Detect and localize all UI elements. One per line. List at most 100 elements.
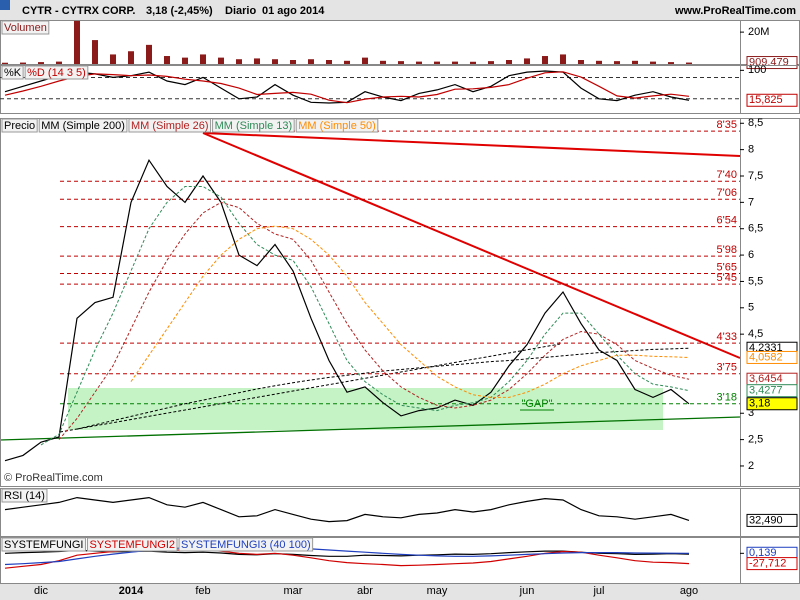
level-label: 7'06: [717, 187, 737, 199]
value-box: [746, 93, 798, 107]
level-label: 5'45: [717, 272, 737, 284]
volume-bar: [56, 61, 62, 64]
series-line: [130, 225, 690, 398]
trend-line: [202, 132, 741, 359]
volume-bar: [146, 44, 152, 64]
x-tick-label: 2014: [119, 585, 144, 597]
value-box: [746, 557, 798, 571]
trend-line: [202, 132, 741, 157]
legend-label: MM (Simple 50): [298, 120, 376, 132]
y-tick-label: 6,5: [748, 223, 763, 235]
level-label: 7'40: [717, 169, 737, 181]
level-label: 5'65: [717, 261, 737, 273]
series-line: [4, 158, 690, 462]
series-line: [4, 71, 690, 104]
legend-box: [38, 118, 128, 133]
level-label: 6'54: [717, 215, 737, 227]
y-tick-label: 20M: [748, 26, 769, 38]
copyright: © ProRealTime.com: [4, 472, 103, 484]
series-line: [4, 70, 690, 104]
volume-bar: [506, 60, 512, 64]
volume-bar: [308, 59, 314, 64]
legend-label: MM (Simple 13): [215, 120, 293, 132]
legend-box: [1, 118, 38, 133]
quote: 3,18 (-2,45%): [146, 5, 213, 17]
volume-bar: [650, 61, 656, 64]
value-box-label: -27,712: [749, 558, 786, 570]
value-box: [746, 513, 798, 527]
y-tick-label: 3: [748, 407, 754, 419]
volume-bar: [380, 60, 386, 64]
volume-bar: [452, 61, 458, 64]
volume-bar: [20, 62, 26, 64]
legend-box: [1, 537, 86, 552]
volume-bar: [668, 62, 674, 64]
volume-bar: [128, 51, 134, 64]
gap-zone: [68, 388, 663, 430]
volume-bar: [686, 62, 692, 64]
volume-bar: [434, 61, 440, 64]
y-tick-label: 2,5: [748, 434, 763, 446]
level-label: 3'18: [717, 392, 737, 404]
legend-label: RSI (14): [4, 490, 45, 502]
volume-bar: [362, 57, 368, 64]
legend-label: MM (Simple 200): [41, 120, 125, 132]
volume-bar: [110, 54, 116, 64]
panel-frame: [0, 118, 741, 487]
symbol-title: CYTR - CYTRX CORP.: [22, 5, 135, 17]
value-box: [746, 350, 798, 364]
value-box-label: 3,18: [749, 398, 770, 410]
site: www.ProRealTime.com: [674, 5, 796, 17]
logo: [0, 0, 10, 10]
volume-bar: [326, 60, 332, 64]
legend-box: [295, 118, 379, 133]
volume-bar: [254, 58, 260, 64]
x-tick-label: may: [427, 585, 448, 597]
value-box-label: 32,490: [749, 514, 783, 526]
x-tick-label: mar: [284, 585, 303, 597]
value-box: [746, 384, 798, 398]
volume-bar: [596, 60, 602, 64]
support-line: [0, 416, 741, 441]
volume-bar: [416, 61, 422, 64]
volume-bar: [182, 57, 188, 64]
series-line: [4, 496, 690, 523]
volume-bar: [398, 61, 404, 64]
period: Diario: [225, 5, 256, 17]
volume-bar: [92, 40, 98, 64]
volume-bar: [632, 60, 638, 64]
volume-bar: [524, 58, 530, 64]
legend-label: Precio: [4, 120, 35, 132]
level-label: 5'98: [717, 244, 737, 256]
panel-frame: [0, 488, 741, 537]
volume-bar: [38, 62, 44, 64]
x-tick-label: jul: [592, 585, 604, 597]
volume-bar: [164, 56, 170, 64]
volume-bar: [74, 20, 80, 65]
volume-bar: [578, 60, 584, 64]
x-tick-label: abr: [357, 585, 373, 597]
panel-frame: [0, 65, 741, 114]
legend-label: Volumen: [4, 22, 47, 34]
legend-label: SYSTEMFUNGI3 (40 100): [181, 539, 311, 551]
y-tick-label: 2: [748, 460, 754, 472]
axis-frame: [740, 488, 800, 537]
series-line: [76, 347, 690, 430]
y-tick-label: 5: [748, 302, 754, 314]
volume-bar: [560, 54, 566, 64]
volume-bar: [2, 62, 8, 64]
legend-box: [24, 65, 89, 80]
value-box-label: 15,825: [749, 94, 783, 106]
date: 01 ago 2014: [262, 5, 325, 17]
legend-box: [128, 118, 212, 133]
volume-bar: [218, 57, 224, 64]
value-box-label: 4,0582: [749, 351, 783, 363]
volume-bar: [488, 61, 494, 64]
x-tick-label: jun: [519, 585, 535, 597]
y-tick-label: 4,5: [748, 328, 763, 340]
level-label: 4'33: [717, 331, 737, 343]
legend-box: [1, 20, 50, 35]
header-bar: [0, 0, 800, 20]
x-tick-label: ago: [680, 585, 698, 597]
